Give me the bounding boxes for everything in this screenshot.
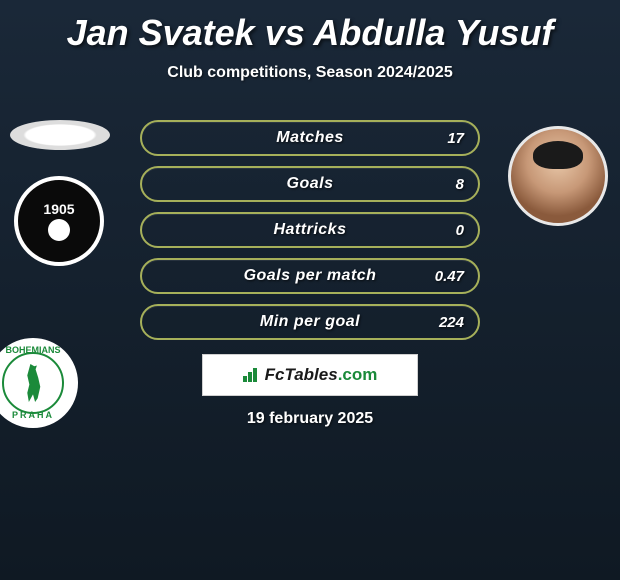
club-right-name-top: BOHEMIANS (5, 345, 60, 355)
player-left-avatar (10, 120, 110, 150)
stat-row: Matches 17 (140, 120, 480, 156)
stats-panel: Matches 17 Goals 8 Hattricks 0 Goals per match… (140, 120, 480, 350)
stat-row: Goals 8 (140, 166, 480, 202)
kangaroo-icon (20, 364, 46, 402)
stat-label: Hattricks (274, 221, 347, 239)
club-right-name-bottom: PRAHA (12, 410, 54, 420)
stat-label: Min per goal (260, 313, 360, 331)
club-left-badge: 1905 SK DYNAMO ČESKÉ BUDĚJOVICE (14, 176, 104, 266)
brand-badge: FcTables.com (202, 354, 418, 396)
player-right-avatar (508, 126, 608, 226)
stat-value: 8 (456, 176, 464, 193)
subtitle: Club competitions, Season 2024/2025 (0, 64, 620, 82)
stat-row: Goals per match 0.47 (140, 258, 480, 294)
date-label: 19 february 2025 (247, 410, 373, 428)
stat-label: Matches (276, 129, 344, 147)
stat-value: 224 (439, 314, 464, 331)
stat-value: 0 (456, 222, 464, 239)
stat-value: 17 (447, 130, 464, 147)
stat-row: Hattricks 0 (140, 212, 480, 248)
stat-value: 0.47 (435, 268, 464, 285)
club-right-badge: BOHEMIANS PRAHA (0, 338, 78, 428)
stat-label: Goals (287, 175, 334, 193)
stat-row: Min per goal 224 (140, 304, 480, 340)
bar-chart-icon (243, 368, 261, 382)
page-title: Jan Svatek vs Abdulla Yusuf (0, 0, 620, 54)
stat-label: Goals per match (244, 267, 377, 285)
brand-text: FcTables.com (265, 365, 378, 385)
